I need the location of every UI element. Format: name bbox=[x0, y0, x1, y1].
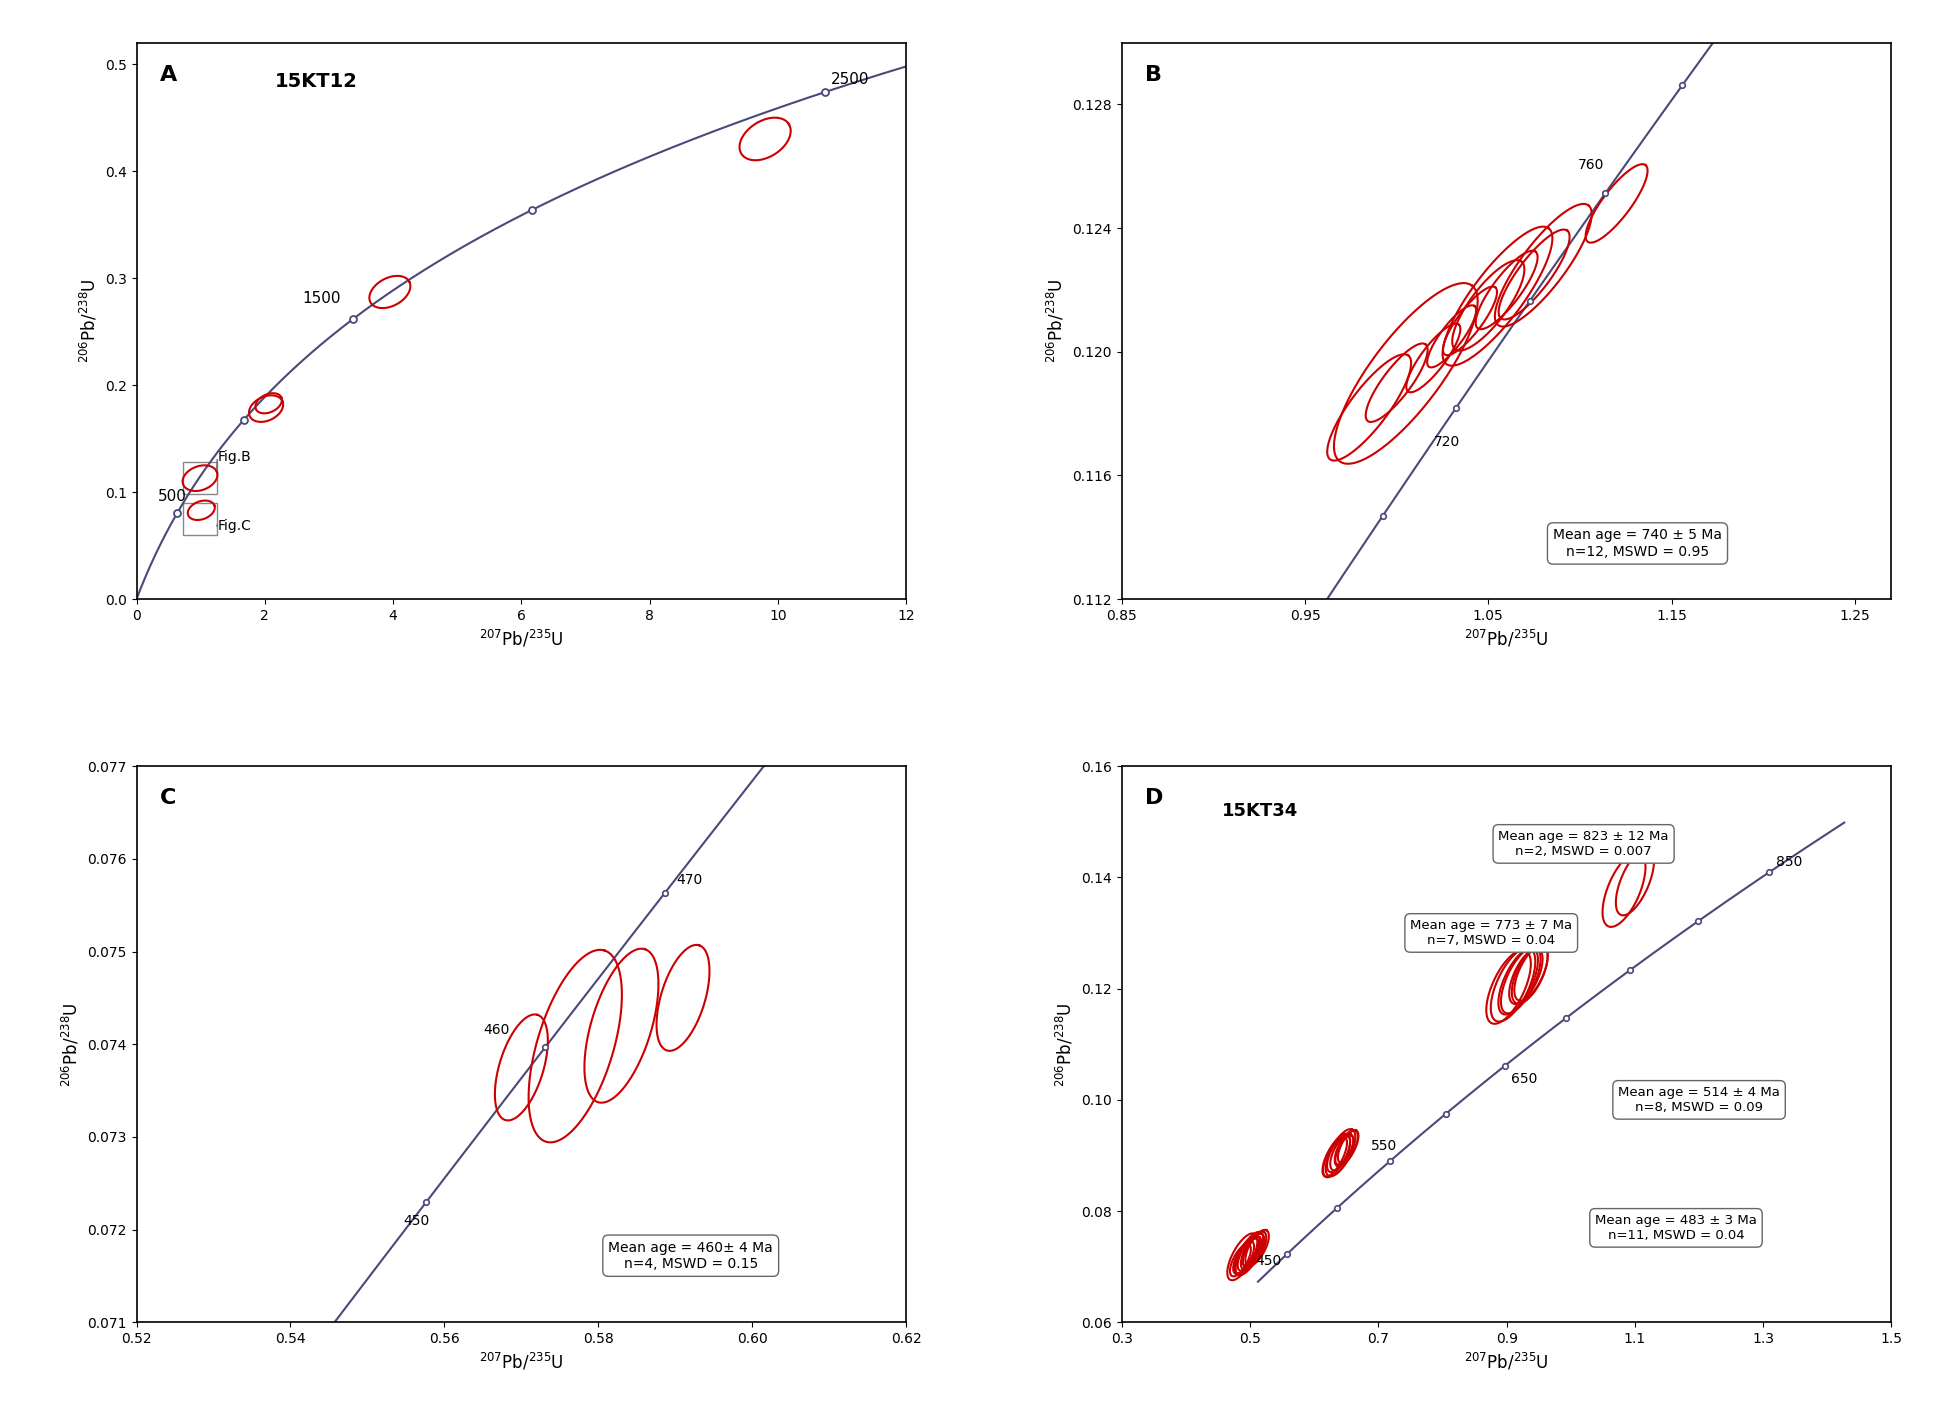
Text: B: B bbox=[1145, 65, 1162, 85]
Text: 650: 650 bbox=[1511, 1072, 1537, 1085]
Text: Mean age = 514 ± 4 Ma
n=8, MSWD = 0.09: Mean age = 514 ± 4 Ma n=8, MSWD = 0.09 bbox=[1618, 1086, 1780, 1113]
X-axis label: $^{207}$Pb/$^{235}$U: $^{207}$Pb/$^{235}$U bbox=[480, 629, 564, 650]
Text: 850: 850 bbox=[1776, 856, 1802, 869]
Text: Fig.B: Fig.B bbox=[216, 449, 252, 464]
Bar bbox=[183, 503, 216, 535]
Y-axis label: $^{206}$Pb/$^{238}$U: $^{206}$Pb/$^{238}$U bbox=[1045, 279, 1067, 363]
Text: 550: 550 bbox=[1371, 1139, 1398, 1153]
Text: 500: 500 bbox=[158, 489, 187, 505]
X-axis label: $^{207}$Pb/$^{235}$U: $^{207}$Pb/$^{235}$U bbox=[1464, 629, 1548, 650]
Text: Mean age = 460± 4 Ma
n=4, MSWD = 0.15: Mean age = 460± 4 Ma n=4, MSWD = 0.15 bbox=[608, 1240, 772, 1271]
Text: Mean age = 823 ± 12 Ma
n=2, MSWD = 0.007: Mean age = 823 ± 12 Ma n=2, MSWD = 0.007 bbox=[1498, 830, 1669, 857]
Text: 2500: 2500 bbox=[831, 71, 870, 87]
Text: 15KT12: 15KT12 bbox=[275, 73, 359, 91]
Y-axis label: $^{206}$Pb/$^{238}$U: $^{206}$Pb/$^{238}$U bbox=[1055, 1003, 1076, 1086]
Text: A: A bbox=[160, 65, 177, 85]
Text: 760: 760 bbox=[1578, 158, 1605, 172]
Text: Mean age = 773 ± 7 Ma
n=7, MSWD = 0.04: Mean age = 773 ± 7 Ma n=7, MSWD = 0.04 bbox=[1410, 919, 1572, 947]
Text: 450: 450 bbox=[1256, 1254, 1281, 1268]
Text: C: C bbox=[160, 788, 176, 808]
Text: 1500: 1500 bbox=[302, 292, 341, 306]
Text: 470: 470 bbox=[677, 873, 702, 886]
Text: Mean age = 740 ± 5 Ma
n=12, MSWD = 0.95: Mean age = 740 ± 5 Ma n=12, MSWD = 0.95 bbox=[1552, 529, 1722, 559]
Text: 450: 450 bbox=[404, 1214, 429, 1229]
X-axis label: $^{207}$Pb/$^{235}$U: $^{207}$Pb/$^{235}$U bbox=[480, 1352, 564, 1372]
Y-axis label: $^{206}$Pb/$^{238}$U: $^{206}$Pb/$^{238}$U bbox=[78, 279, 99, 363]
Text: Fig.C: Fig.C bbox=[216, 519, 252, 533]
Text: D: D bbox=[1145, 788, 1164, 808]
Text: Mean age = 483 ± 3 Ma
n=11, MSWD = 0.04: Mean age = 483 ± 3 Ma n=11, MSWD = 0.04 bbox=[1595, 1214, 1757, 1241]
Text: 720: 720 bbox=[1433, 435, 1461, 448]
Bar bbox=[183, 462, 216, 495]
X-axis label: $^{207}$Pb/$^{235}$U: $^{207}$Pb/$^{235}$U bbox=[1464, 1352, 1548, 1372]
Y-axis label: $^{206}$Pb/$^{238}$U: $^{206}$Pb/$^{238}$U bbox=[60, 1003, 82, 1086]
Text: 15KT34: 15KT34 bbox=[1223, 802, 1299, 820]
Text: 460: 460 bbox=[484, 1022, 509, 1037]
